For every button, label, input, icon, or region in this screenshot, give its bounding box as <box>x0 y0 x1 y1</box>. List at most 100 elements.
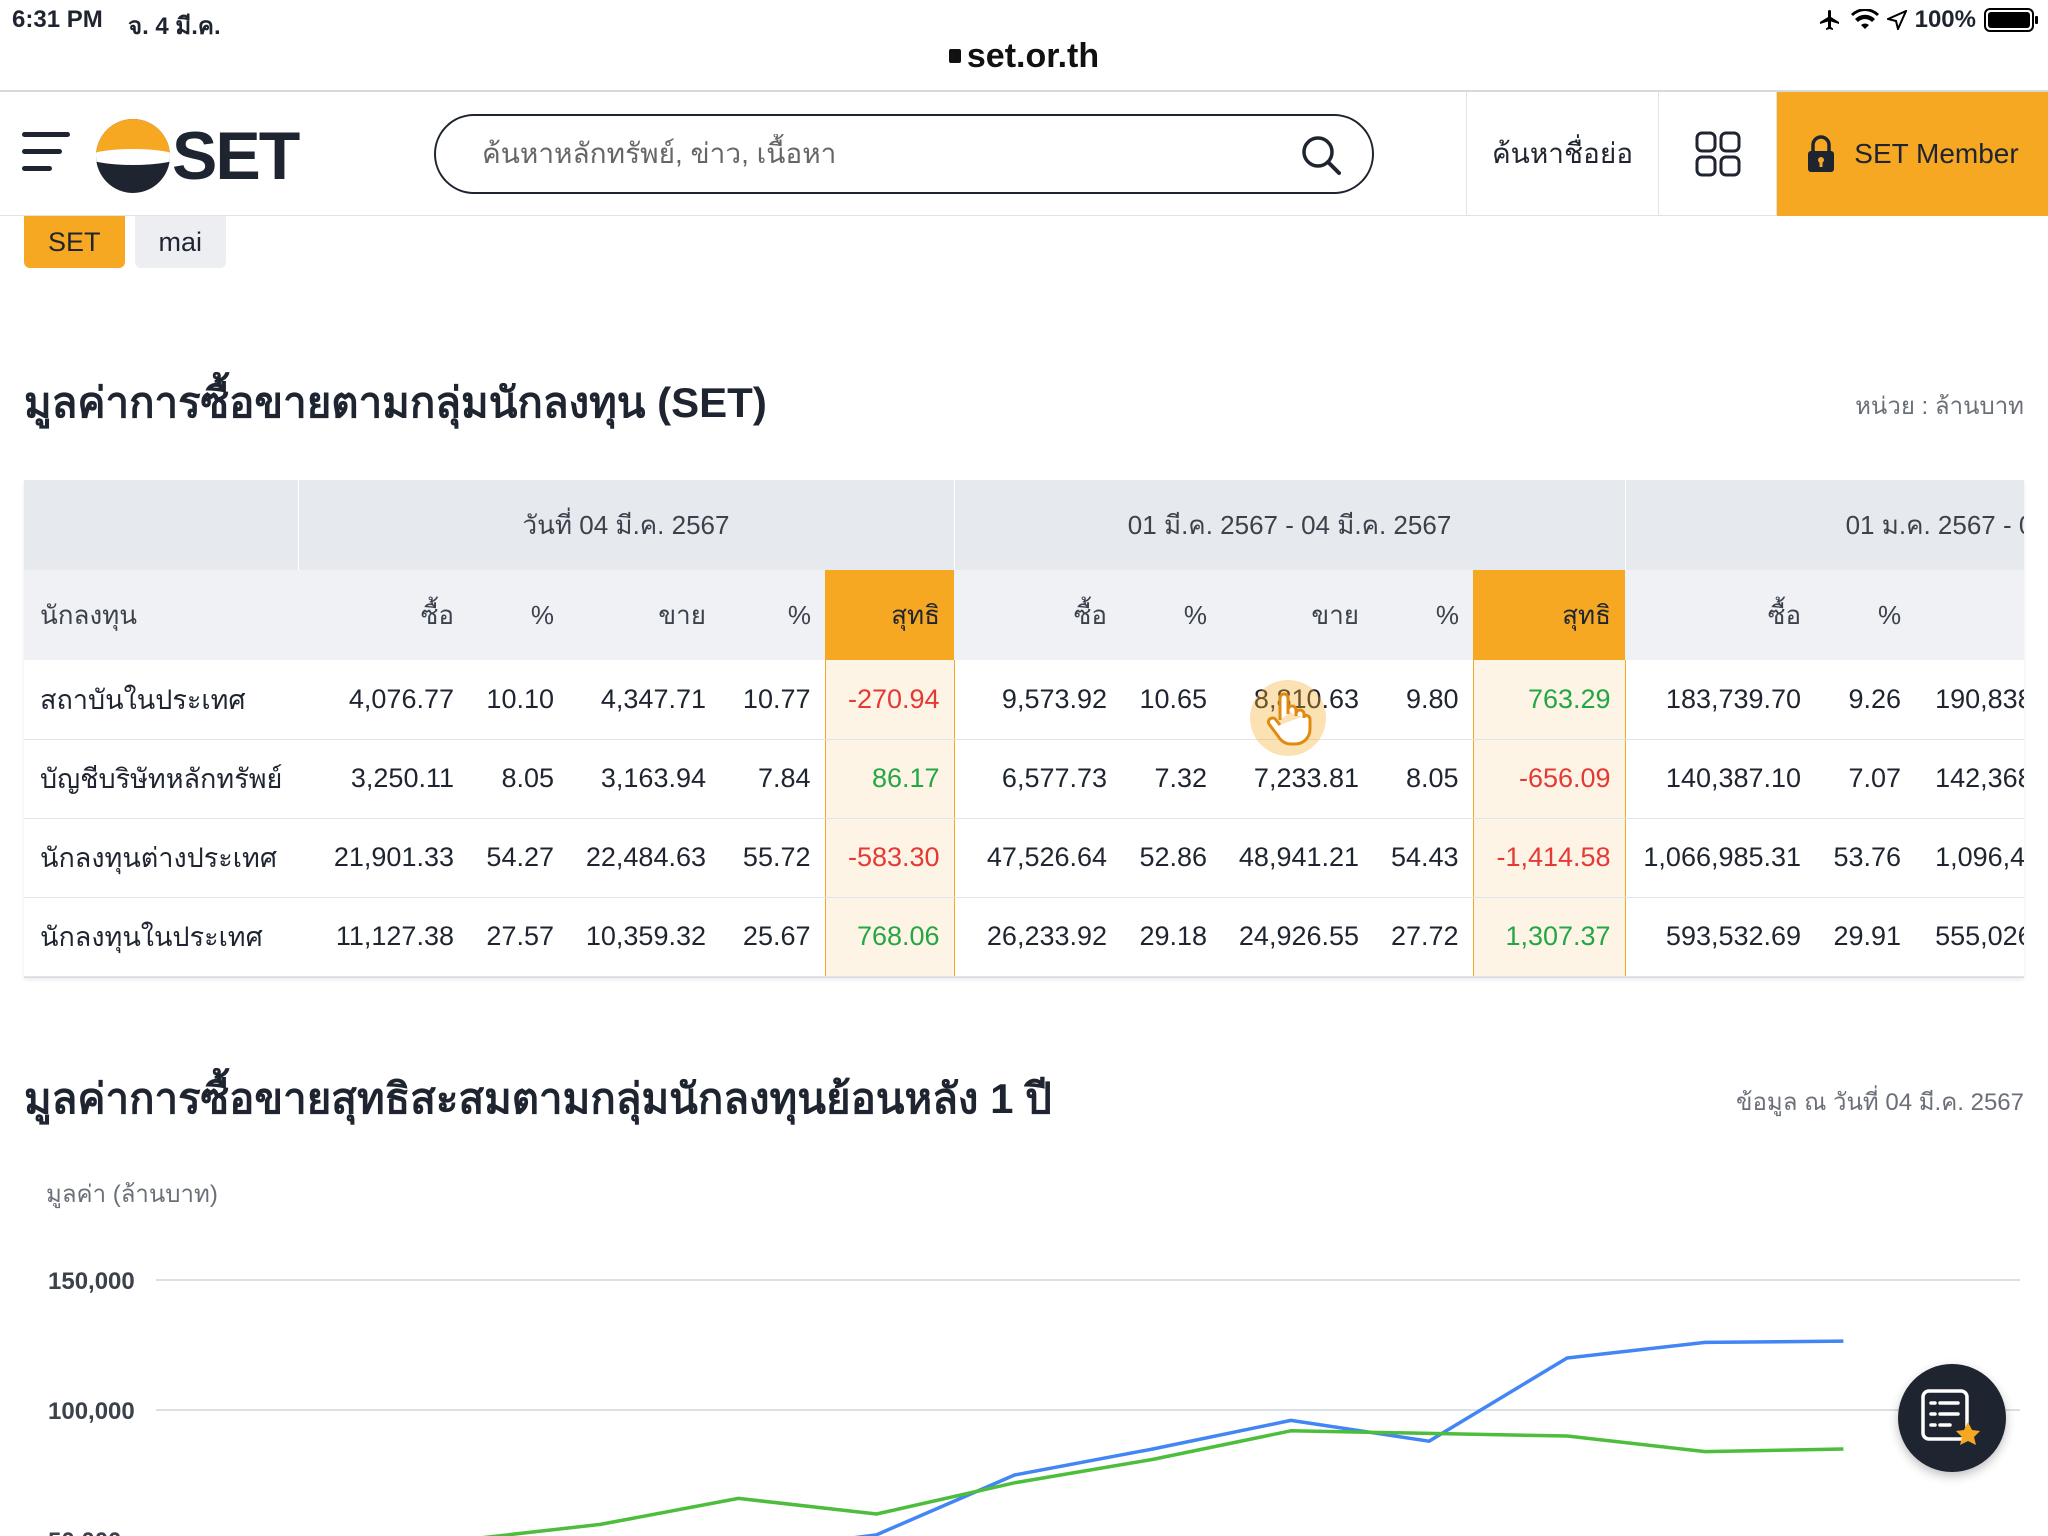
cumulative-net-chart[interactable]: มูลค่า (ล้านบาท) 150,000 100,000 50,000 <box>24 1170 2024 1536</box>
series-line-2 <box>481 1429 1844 1536</box>
menu-icon[interactable] <box>22 132 72 172</box>
table-cell: 9.26 <box>1815 660 1916 740</box>
divider <box>0 90 2048 92</box>
table-row: นักลงทุนต่างประเทศ 21,901.33 54.27 22,484.6… <box>24 818 2024 898</box>
table-cell: 27.57 <box>468 897 568 977</box>
col-header-buy: ซื้อ <box>1625 570 1816 660</box>
search-box[interactable] <box>434 114 1374 194</box>
set-logo[interactable]: SET <box>96 116 300 196</box>
airplane-icon <box>1819 10 1839 30</box>
battery-icon <box>1984 8 2038 32</box>
table-cell: 26,233.92 <box>954 897 1122 977</box>
table-cell: 29.91 <box>1815 897 1916 977</box>
table-cell: 7.32 <box>1121 739 1222 819</box>
set-member-button[interactable]: SET Member <box>1776 92 2048 216</box>
grid-icon <box>1695 131 1740 177</box>
table-cell: 55.72 <box>720 818 825 898</box>
table-cell: 10.65 <box>1121 660 1222 740</box>
url-bar[interactable]: set.or.th <box>0 34 2048 90</box>
table-cell: 555,026. <box>1915 897 2024 977</box>
tab-mai[interactable]: mai <box>134 216 227 268</box>
table-cell: 1,096,411. <box>1915 818 2024 898</box>
col-header-buy: ซื้อ <box>298 570 468 660</box>
table-cell: 11,127.38 <box>298 897 468 977</box>
col-header-net: สุทธิ <box>1473 570 1626 660</box>
table-cell: 10,359.32 <box>568 897 720 977</box>
table-cell: บัญชีบริษัทหลักทรัพย์ <box>24 739 298 819</box>
col-header-sell: ขาย <box>1221 570 1374 660</box>
watchlist-fab[interactable] <box>1898 1364 2006 1472</box>
status-date: จ. 4 มี.ค. <box>128 13 221 40</box>
net-value-cell: -1,414.58 <box>1472 818 1626 898</box>
table-cell: 54.27 <box>468 818 568 898</box>
lock-icon <box>948 49 961 64</box>
table-cell: 4,347.71 <box>568 660 720 740</box>
battery-percent: 100% <box>1914 6 1976 33</box>
cumulative-chart-title: มูลค่าการซื้อขายสุทธิสะสมตามกลุ่มนักลงทุ… <box>24 1075 1052 1122</box>
net-value-cell: -270.94 <box>824 660 955 740</box>
table-cell: 52.86 <box>1121 818 1222 898</box>
location-icon <box>1886 10 1907 30</box>
table-cell: นักลงทุนในประเทศ <box>24 897 298 977</box>
y-tick-label: 150,000 <box>48 1268 135 1295</box>
investor-table-body: สถาบันในประเทศ 4,076.77 10.10 4,347.71 10.77… <box>24 660 2024 977</box>
table-cell: 48,941.21 <box>1221 818 1374 898</box>
table-cell: 142,368. <box>1915 739 2024 819</box>
header-spacer <box>24 480 298 570</box>
unit-note: หน่วย : ล้านบาท <box>1855 393 2024 420</box>
favorite-list-icon <box>1921 1389 1980 1445</box>
logo-text: SET <box>172 118 300 194</box>
table-cell: 8.05 <box>1373 739 1474 819</box>
table-cell: 8.05 <box>468 739 568 819</box>
table-cell: 7,233.81 <box>1221 739 1374 819</box>
col-header-pct: % <box>1121 570 1222 660</box>
col-header-net: สุทธิ <box>825 570 955 660</box>
net-value-cell: -656.09 <box>1472 739 1626 819</box>
search-input[interactable] <box>482 134 1262 174</box>
table-cell: 24,926.55 <box>1221 897 1374 977</box>
table-cell: 7.84 <box>720 739 825 819</box>
table-cell: 47,526.64 <box>954 818 1122 898</box>
hand-pointer-icon <box>1267 692 1312 746</box>
table-cell: 7.07 <box>1815 739 1916 819</box>
table-cell: 29.18 <box>1121 897 1222 977</box>
touch-cursor <box>1250 680 1326 756</box>
net-value-cell: 86.17 <box>824 739 955 819</box>
net-value-cell: 1,307.37 <box>1472 897 1626 977</box>
set-logo-mark <box>96 119 170 193</box>
table-row: สถาบันในประเทศ 4,076.77 10.10 4,347.71 10.77… <box>24 660 2024 740</box>
table-row: บัญชีบริษัทหลักทรัพย์ 3,250.11 8.05 3,163.9… <box>24 739 2024 819</box>
table-cell: 3,163.94 <box>568 739 720 819</box>
site-header: SET ค้นหาชื่อย่อ SET Member <box>0 92 2048 216</box>
table-cell: 21,901.33 <box>298 818 468 898</box>
investor-table: วันที่ 04 มี.ค. 2567 01 มี.ค. 2567 - 04 … <box>24 480 2024 977</box>
search-icon[interactable] <box>1300 134 1342 176</box>
table-cell: 9,573.92 <box>954 660 1122 740</box>
as-of-note: ข้อมูล ณ วันที่ 04 มี.ค. 2567 <box>1736 1089 2024 1116</box>
table-cell: 140,387.10 <box>1625 739 1816 819</box>
table-cell: นักลงทุนต่างประเทศ <box>24 818 298 898</box>
market-tabs: SET mai <box>24 216 227 268</box>
table-cell: 54.43 <box>1373 818 1474 898</box>
y-axis-label: มูลค่า (ล้านบาท) <box>46 1181 218 1209</box>
table-cell: 27.72 <box>1373 897 1474 977</box>
y-tick-label: 100,000 <box>48 1398 135 1425</box>
symbol-search-button[interactable]: ค้นหาชื่อย่อ <box>1466 92 1658 216</box>
net-value-cell: 768.06 <box>824 897 955 977</box>
col-header-sell: ขาย <box>568 570 720 660</box>
col-header-pct: % <box>1373 570 1474 660</box>
tab-set[interactable]: SET <box>24 216 125 268</box>
table-cell: 183,739.70 <box>1625 660 1816 740</box>
col-header-pct: % <box>468 570 568 660</box>
symbol-search-label: ค้นหาชื่อย่อ <box>1491 138 1634 169</box>
lock-icon <box>1808 135 1835 172</box>
series-line-1 <box>854 1339 1844 1536</box>
table-cell: 3,250.11 <box>298 739 468 819</box>
net-value-cell: -583.30 <box>824 818 955 898</box>
table-cell: 22,484.63 <box>568 818 720 898</box>
investor-table-container[interactable]: วันที่ 04 มี.ค. 2567 01 มี.ค. 2567 - 04 … <box>24 480 2024 978</box>
url-text: set.or.th <box>966 37 1100 75</box>
wifi-icon <box>1850 9 1879 29</box>
table-cell: 593,532.69 <box>1625 897 1816 977</box>
apps-button[interactable] <box>1658 92 1776 216</box>
